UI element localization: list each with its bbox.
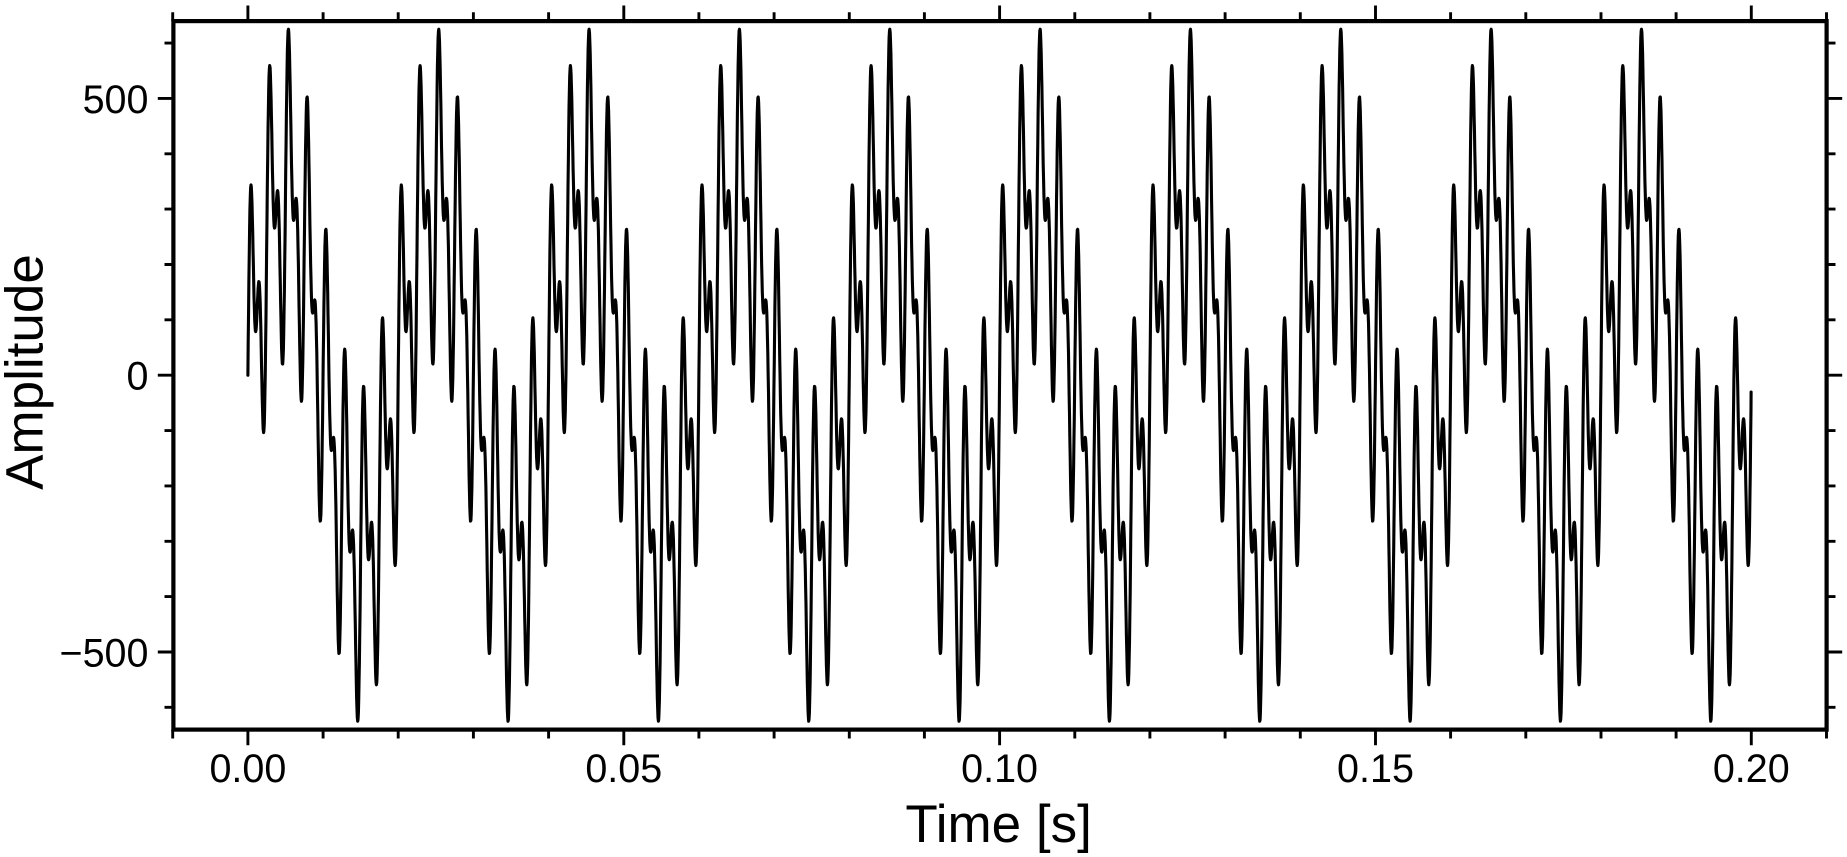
svg-text:−500: −500 (60, 631, 149, 675)
svg-text:0.20: 0.20 (1713, 747, 1790, 791)
svg-text:0.15: 0.15 (1337, 747, 1414, 791)
svg-text:Time [s]: Time [s] (905, 795, 1091, 854)
svg-text:500: 500 (83, 78, 149, 122)
svg-text:0.00: 0.00 (209, 747, 286, 791)
svg-text:0: 0 (127, 355, 149, 399)
svg-text:Amplitude: Amplitude (0, 254, 55, 490)
svg-text:0.10: 0.10 (961, 747, 1038, 791)
svg-text:0.05: 0.05 (585, 747, 662, 791)
